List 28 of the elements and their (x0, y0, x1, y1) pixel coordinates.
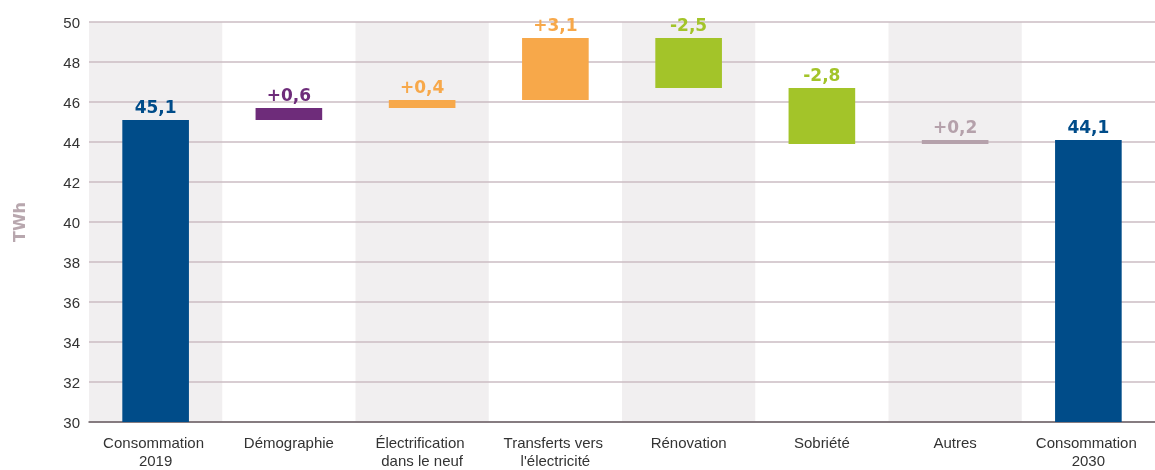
data-label: 44,1 (1067, 116, 1110, 137)
x-tick-label: Autres (933, 433, 977, 451)
data-label: +3,1 (533, 14, 578, 35)
x-tick-label: Consommation 2030 (1035, 433, 1141, 469)
x-tick-label: Sobriété (793, 433, 850, 451)
data-label: +0,2 (932, 116, 978, 137)
y-tick-label: 36 (63, 293, 80, 311)
data-label: 45,1 (134, 96, 177, 117)
y-tick-label: 34 (63, 333, 80, 351)
y-tick-label: 44 (63, 133, 80, 151)
data-label: +0,4 (399, 76, 445, 97)
x-tick-label: Démographie (243, 433, 334, 451)
y-tick-label: 42 (63, 173, 80, 191)
y-tick-label: 30 (63, 413, 80, 431)
x-tick-label: Électrification dans le neuf (375, 433, 469, 469)
x-tick-label: Consommation 2019 (103, 433, 209, 469)
y-tick-label: 32 (63, 373, 80, 391)
data-label: +0,6 (266, 84, 312, 105)
data-label: -2,8 (803, 64, 841, 85)
y-tick-label: 46 (63, 93, 80, 111)
y-tick-label: 40 (63, 213, 80, 231)
x-tick-label: Transferts vers l'électricité (503, 433, 608, 469)
y-tick-label: 50 (63, 13, 80, 31)
x-tick-label: Rénovation (650, 433, 727, 451)
data-label: -2,5 (670, 14, 708, 35)
y-tick-label: 38 (63, 253, 80, 271)
y-tick-label: 48 (63, 53, 80, 71)
y-axis-title: TWh (9, 202, 29, 242)
